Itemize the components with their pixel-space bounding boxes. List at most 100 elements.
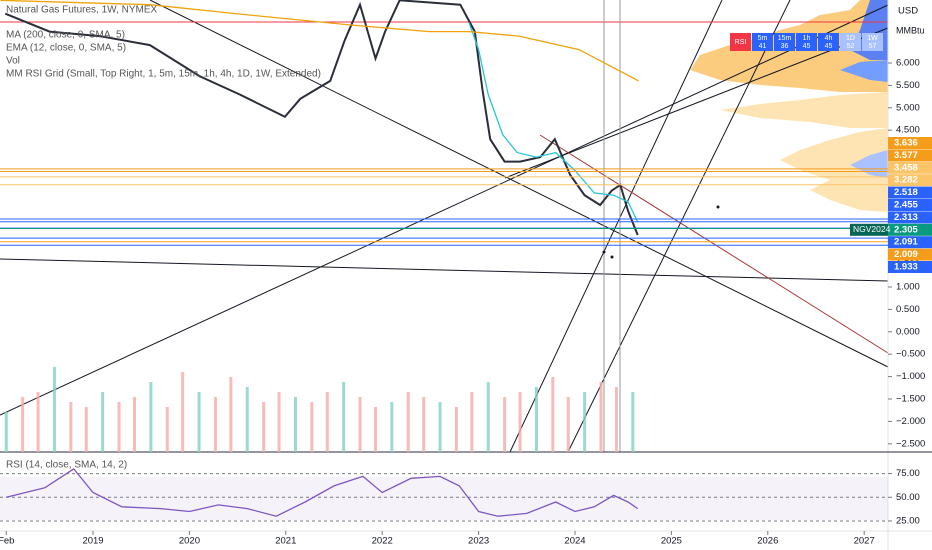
rsi-band [0, 477, 888, 520]
series-line [4, 0, 639, 236]
price-tag-label: 3.577 [894, 150, 918, 161]
volume-bar [213, 397, 217, 452]
price-tag [888, 199, 932, 211]
volume-bar [4, 412, 8, 452]
rsi-grid-label: RSI [735, 39, 747, 46]
series-line [468, 22, 639, 223]
price-tag [888, 211, 932, 224]
volume-bar [454, 407, 458, 452]
trend-line [509, 0, 723, 453]
y-tick-label: −0.500 [896, 349, 925, 360]
rsi-grid-value: 41 [759, 43, 767, 50]
rsi-grid-cell [818, 33, 839, 51]
price-tag [888, 223, 932, 236]
volume-bar [229, 377, 233, 452]
volume-bar [551, 377, 555, 452]
volume-bar [310, 402, 314, 452]
rsi-grid-label: 1W [867, 35, 878, 42]
trend-line [567, 0, 791, 453]
rsi-grid-value: 45 [825, 43, 833, 50]
x-tick-label: 2022 [372, 536, 393, 547]
price-tag [888, 149, 932, 162]
price-tag-label: 2.091 [894, 237, 918, 248]
x-tick-label: 2023 [468, 536, 489, 547]
currency: USD [898, 6, 918, 17]
price-tag-label: 1.933 [894, 262, 918, 273]
volume-bar [84, 407, 88, 452]
volume-bar [583, 392, 587, 452]
legend-indicator: MA (200, close, 0, SMA, 5) [6, 30, 125, 41]
rsi-grid-label: 5m [758, 35, 768, 42]
x-tick-label: 2027 [854, 536, 875, 547]
y-tick-label: 4.500 [896, 125, 920, 136]
volume-bar [518, 392, 522, 452]
volume-bar [373, 407, 377, 452]
unit: MMBtu [896, 25, 925, 35]
dot [602, 250, 606, 254]
x-tick-label: 2019 [82, 536, 103, 547]
volume-bar [358, 397, 362, 452]
rsi-grid-label: 1h [803, 35, 811, 42]
y-tick-label: 0.000 [896, 326, 920, 337]
volume-bar [422, 397, 426, 452]
legend-indicator: Vol [6, 56, 20, 67]
rsi-grid-cell [862, 33, 883, 51]
legend-indicator: MM RSI Grid (Small, Top Right, 1, 5m, 15… [6, 69, 321, 80]
rsi-title: RSI (14, close, SMA, 14, 2) [6, 460, 127, 471]
x-tick-label: 2021 [275, 536, 296, 547]
volume-bar [599, 382, 603, 452]
volume-bar [470, 392, 474, 452]
y-tick-label: 5.000 [896, 102, 920, 113]
price-tag-label: 2.305 [894, 224, 918, 235]
volume-bar [165, 407, 169, 452]
volume-bar [534, 387, 538, 452]
trend-line [0, 258, 889, 282]
trend-line [0, 4, 889, 416]
y-tick-label: −1.000 [896, 371, 925, 382]
contract-label: NGV2024 [853, 224, 891, 234]
price-tag [888, 186, 932, 199]
volume-bar [342, 382, 346, 452]
y-tick-label: 50.00 [896, 492, 920, 503]
rsi-grid-cell [774, 33, 795, 51]
volume-bar [325, 392, 329, 452]
trend-line [149, 0, 889, 368]
dot [716, 205, 720, 209]
volume-bar [614, 387, 618, 452]
price-tag-label: 2.313 [894, 212, 918, 223]
dot [610, 255, 614, 259]
price-tag [888, 236, 932, 249]
volume-bar [293, 397, 297, 452]
x-tick-label: 2020 [179, 536, 200, 547]
rsi-grid-cell [730, 33, 751, 51]
y-tick-label: −2.000 [896, 416, 925, 427]
volume-bar [101, 392, 105, 452]
legend-symbol: Natural Gas Futures, 1W, NYMEX [6, 5, 157, 16]
x-tick-label: 2024 [564, 536, 585, 547]
volume-bar [277, 392, 281, 452]
y-tick-label: 75.00 [896, 468, 920, 479]
y-tick-label: 0.500 [896, 304, 920, 315]
volume-bar [486, 382, 490, 452]
price-tag-label: 3.458 [894, 162, 918, 173]
price-tag-label: 2.455 [894, 200, 918, 211]
y-tick-label: 25.00 [896, 515, 920, 526]
x-tick-label: 2025 [661, 536, 682, 547]
series-line [6, 468, 639, 517]
rsi-grid-value: 36 [781, 43, 789, 50]
volume-bar [503, 397, 507, 452]
rsi-grid-cell [752, 33, 773, 51]
price-tag-label: 3.282 [894, 175, 918, 186]
volume-bar [117, 402, 121, 452]
volume-bar [631, 392, 635, 452]
volume-bar [438, 402, 442, 452]
volume-bar [390, 402, 394, 452]
volume-bar [69, 402, 73, 452]
x-tick-label: 2026 [757, 536, 778, 547]
volume-bar [197, 392, 201, 452]
rsi-grid-label: 1D [846, 35, 855, 42]
rsi-grid-cell [840, 33, 861, 51]
